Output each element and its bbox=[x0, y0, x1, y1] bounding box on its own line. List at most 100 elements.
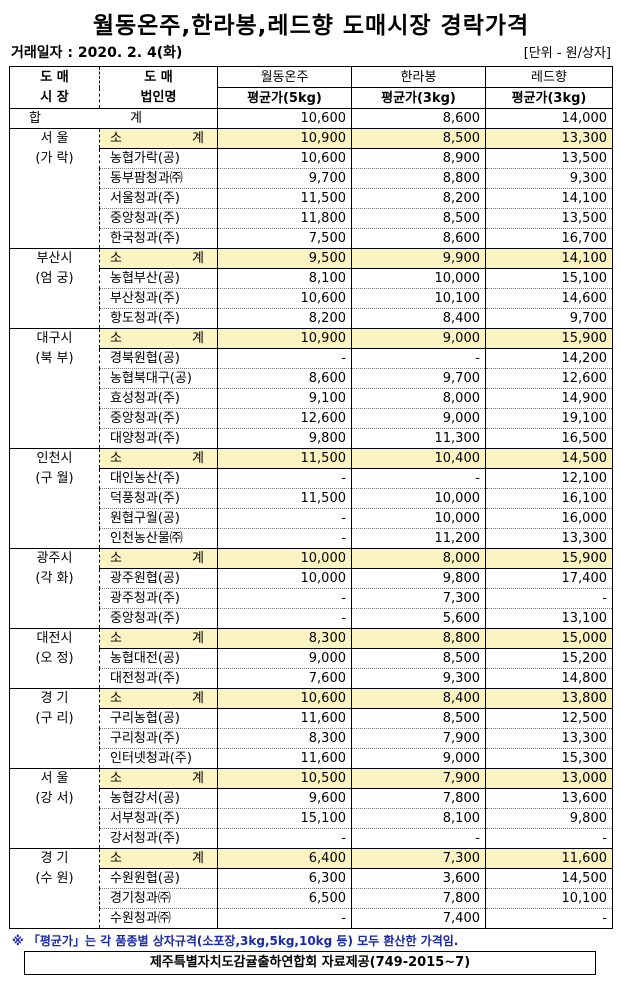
header-product: 한라봉 bbox=[351, 66, 486, 88]
table-row: 농협대전(공) 9,000 8,500 15,200 bbox=[10, 648, 613, 669]
price-value: 5,600 bbox=[351, 608, 486, 629]
price-value: 19,100 bbox=[485, 408, 613, 429]
price-value: 10,100 bbox=[351, 288, 486, 309]
price-value: 9,800 bbox=[351, 568, 486, 589]
price-value: 15,100 bbox=[485, 268, 613, 289]
subtotal-row: 대전시 (오 정) 소 계 8,300 8,800 15,000 bbox=[9, 628, 613, 689]
company-name: 동부팜청과㈜ bbox=[99, 168, 218, 189]
price-value: - bbox=[217, 828, 352, 849]
price-value: 15,200 bbox=[485, 648, 613, 669]
company-name: 서울청과(주) bbox=[99, 188, 218, 209]
price-value: 7,400 bbox=[351, 908, 486, 929]
price-value: 11,500 bbox=[217, 488, 352, 509]
price-value: 13,300 bbox=[485, 528, 613, 549]
company-name: 구리농협(공) bbox=[99, 708, 218, 729]
price-value: 12,500 bbox=[485, 708, 613, 729]
table-row: 광주청과(주) -7,300- bbox=[10, 588, 613, 609]
page-title: 월동온주,한라봉,레드향 도매시장 경락가격 bbox=[92, 13, 530, 39]
company-name: 인천농산물㈜ bbox=[99, 528, 218, 549]
price-value: 17,400 bbox=[485, 568, 613, 589]
price-value: - bbox=[485, 588, 613, 609]
header-product: 월동온주 bbox=[217, 66, 352, 88]
table-row: 경북원협(공) - -14,200 bbox=[10, 348, 613, 369]
market-name: 서 울 (가 락) bbox=[9, 128, 100, 249]
price-value: 16,700 bbox=[485, 228, 613, 249]
price-value: 16,500 bbox=[485, 428, 613, 449]
price-value: 14,600 bbox=[485, 288, 613, 309]
table-row: 경기청과㈜ 6,500 7,800 10,100 bbox=[10, 888, 613, 909]
price-value: 10,100 bbox=[485, 888, 613, 909]
table-row: 중앙청과(주) -5,600 13,100 bbox=[10, 608, 613, 629]
company-name: 중앙청과(주) bbox=[99, 608, 218, 629]
price-value: 7,800 bbox=[351, 788, 486, 809]
subtotal-value: 10,900 bbox=[217, 128, 352, 149]
price-value: 11,500 bbox=[217, 188, 352, 209]
price-value: 10,600 bbox=[217, 148, 352, 169]
table-row: 농협강서(공) 9,600 7,800 13,600 bbox=[10, 788, 613, 809]
table-row: 대전청과(주) 7,600 9,300 14,800 bbox=[10, 668, 613, 689]
table-row: 중앙청과(주) 12,600 9,000 19,100 bbox=[10, 408, 613, 429]
price-value: 16,000 bbox=[485, 508, 613, 529]
price-value: 8,600 bbox=[351, 228, 486, 249]
price-value: 11,200 bbox=[351, 528, 486, 549]
table-row: 부산청과(주) 10,600 10,100 14,600 bbox=[10, 288, 613, 309]
subtotal-value: 10,900 bbox=[217, 328, 352, 349]
table-row: 서부청과(주) 15,100 8,100 9,800 bbox=[10, 808, 613, 829]
market-name: 서 울 (강 서) bbox=[9, 768, 100, 849]
price-value: 11,300 bbox=[351, 428, 486, 449]
price-value: - bbox=[351, 468, 486, 489]
company-name: 원협구월(공) bbox=[99, 508, 218, 529]
table-row: 인천농산물㈜ -11,200 13,300 bbox=[10, 528, 613, 549]
subtotal-value: 6,400 bbox=[217, 848, 352, 869]
price-value: - bbox=[351, 828, 486, 849]
price-value: 9,600 bbox=[217, 788, 352, 809]
subtotal-value: 15,900 bbox=[485, 548, 613, 569]
table-row: 광주원협(공) 10,000 9,800 17,400 bbox=[10, 568, 613, 589]
header-price-label: 평균가(5kg) bbox=[217, 87, 352, 109]
company-name: 농협북대구(공) bbox=[99, 368, 218, 389]
price-value: 9,700 bbox=[485, 308, 613, 329]
price-value: 15,300 bbox=[485, 748, 613, 769]
price-value: 9,700 bbox=[217, 168, 352, 189]
subtotal-value: 8,400 bbox=[351, 688, 486, 709]
subtotal-value: 11,600 bbox=[485, 848, 613, 869]
price-value: 12,600 bbox=[485, 368, 613, 389]
price-value: 9,800 bbox=[485, 808, 613, 829]
subtotal-row: 경 기 (수 원) 소 계 6,400 7,300 11,600 bbox=[9, 848, 613, 929]
price-value: - bbox=[217, 348, 352, 369]
price-value: 7,900 bbox=[351, 728, 486, 749]
price-value: 13,300 bbox=[485, 728, 613, 749]
subtotal-value: 10,400 bbox=[351, 448, 486, 469]
price-value: 8,000 bbox=[351, 388, 486, 409]
price-value: - bbox=[485, 828, 613, 849]
subtotal-row: 서 울 (가 락) 소 계 10,900 8,500 13,300 bbox=[9, 128, 613, 249]
subtotal-value: 8,000 bbox=[351, 548, 486, 569]
subtotal-value: 10,000 bbox=[217, 548, 352, 569]
company-name: 대양청과(주) bbox=[99, 428, 218, 449]
price-value: 16,100 bbox=[485, 488, 613, 509]
total-value: 8,600 bbox=[351, 108, 486, 129]
price-value: 9,800 bbox=[217, 428, 352, 449]
company-name: 수원원협(공) bbox=[99, 868, 218, 889]
subtotal-value: 13,800 bbox=[485, 688, 613, 709]
subtotal-row: 대구시 (북 부) 소 계 10,900 9,000 15,900 bbox=[9, 328, 613, 449]
table-row: 농협부산(공) 8,100 10,000 15,100 bbox=[10, 268, 613, 289]
table-row: 인터넷청과(주) 11,600 9,000 15,300 bbox=[10, 748, 613, 769]
table-row: 수원원협(공) 6,300 3,600 14,500 bbox=[10, 868, 613, 889]
market-name: 광주시 (각 화) bbox=[9, 548, 100, 629]
price-value: 9,000 bbox=[351, 748, 486, 769]
subtotal-row: 서 울 (강 서) 소 계 10,500 7,900 13,000 bbox=[9, 768, 613, 849]
total-value: 14,000 bbox=[485, 108, 613, 129]
subtotal-value: 15,000 bbox=[485, 628, 613, 649]
price-value: 8,100 bbox=[351, 808, 486, 829]
table-row: 항도청과(주) 8,200 8,400 9,700 bbox=[10, 308, 613, 329]
price-value: - bbox=[217, 528, 352, 549]
table-row: 중앙청과(주) 11,800 8,500 13,500 bbox=[10, 208, 613, 229]
